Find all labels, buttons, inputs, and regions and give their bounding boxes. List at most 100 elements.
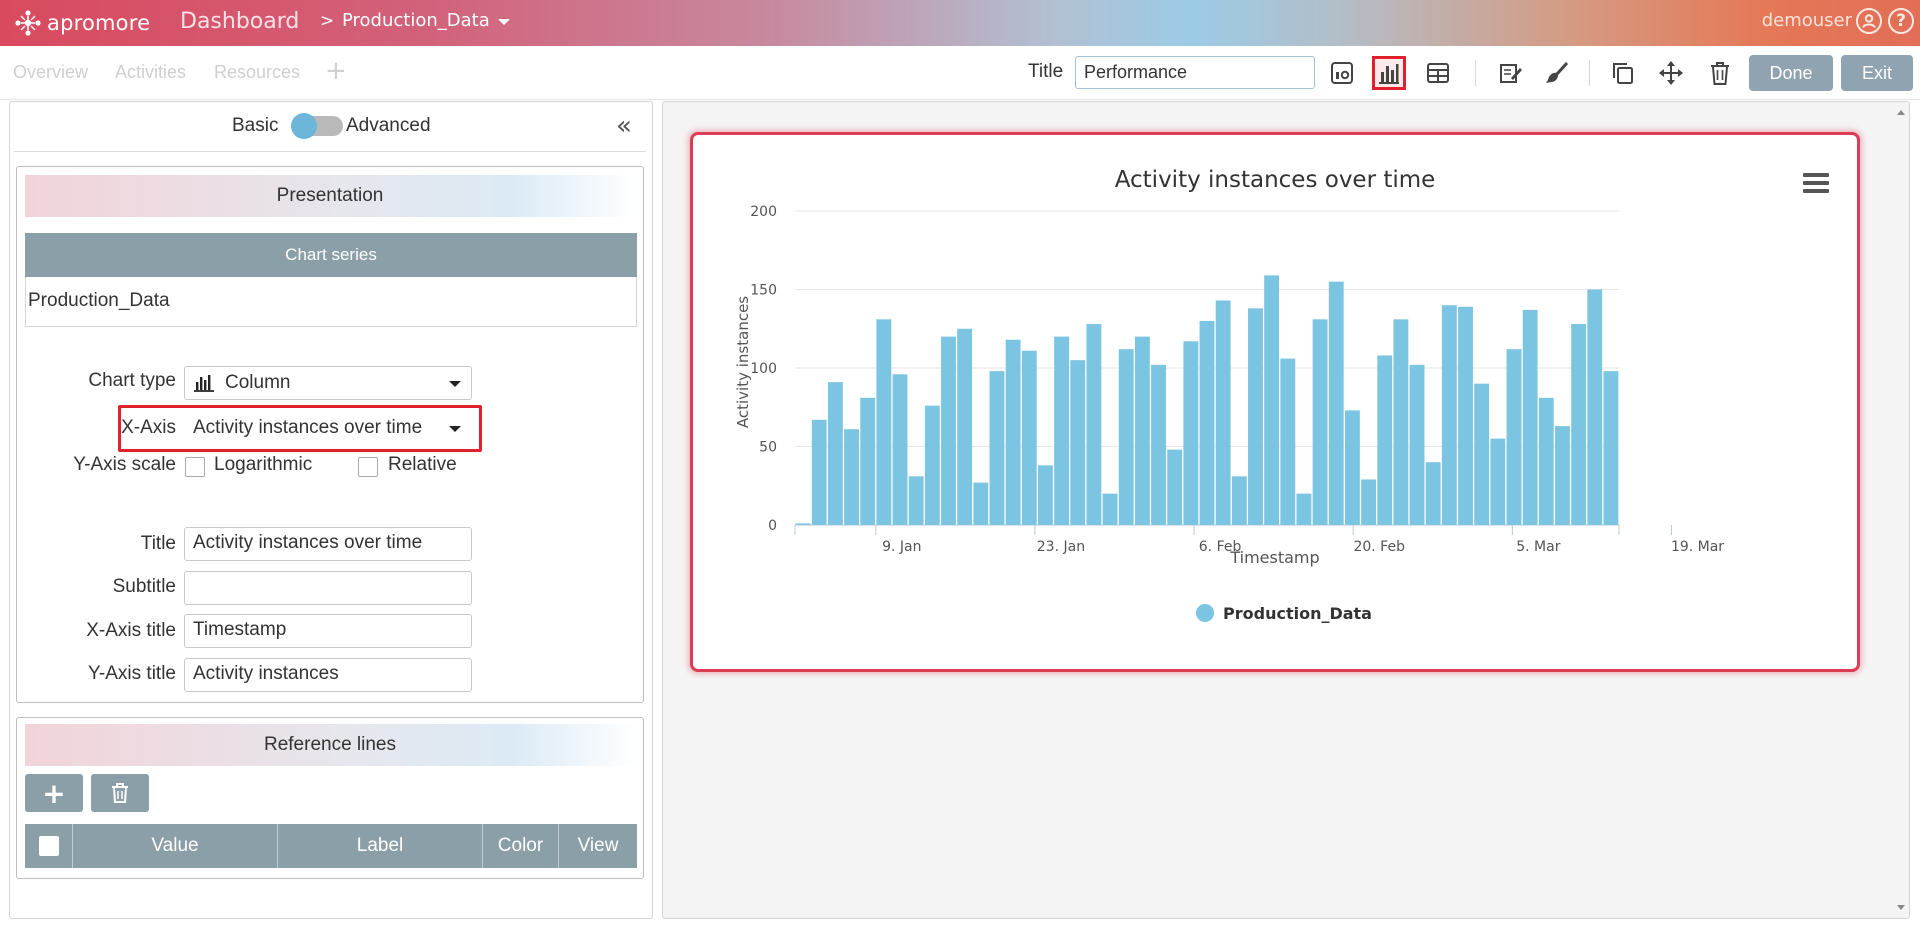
collapse-panel-icon[interactable]: « bbox=[616, 111, 632, 141]
chart-bar[interactable] bbox=[811, 419, 827, 525]
chart-bar[interactable] bbox=[827, 382, 843, 525]
chart-bar[interactable] bbox=[1555, 426, 1570, 525]
chart-bar[interactable] bbox=[1215, 300, 1231, 525]
title-label: Title bbox=[1028, 61, 1064, 82]
table-icon[interactable] bbox=[1421, 56, 1455, 90]
chart-bar[interactable] bbox=[1038, 465, 1053, 525]
scroll-down-arrow[interactable] bbox=[1897, 905, 1905, 910]
dataset-selector[interactable]: Production_Data bbox=[342, 10, 510, 31]
copy-icon[interactable] bbox=[1606, 56, 1640, 90]
chart-bar[interactable] bbox=[1167, 449, 1183, 525]
mode-basic-label[interactable]: Basic bbox=[232, 115, 279, 136]
chart-bar[interactable] bbox=[1312, 319, 1328, 525]
tab-activities[interactable]: Activities bbox=[115, 62, 187, 82]
chart-menu-icon[interactable] bbox=[1803, 173, 1829, 193]
chart-bar[interactable] bbox=[941, 336, 956, 525]
chart-bar[interactable] bbox=[1021, 350, 1037, 525]
scroll-up-arrow[interactable] bbox=[1897, 110, 1905, 115]
chart-bar[interactable] bbox=[1344, 410, 1360, 525]
chart-bar[interactable] bbox=[1603, 371, 1619, 525]
chart-bar[interactable] bbox=[1118, 349, 1134, 525]
select-all-checkbox[interactable] bbox=[38, 836, 59, 856]
chart-bar[interactable] bbox=[989, 371, 1005, 525]
chart-bar[interactable] bbox=[1054, 336, 1070, 525]
delete-reference-line-button[interactable] bbox=[91, 774, 149, 812]
chart-type-select[interactable]: Column bbox=[184, 366, 472, 400]
add-tab-button[interactable]: + bbox=[325, 56, 347, 86]
chart-bar[interactable] bbox=[1458, 306, 1473, 525]
chart-bar[interactable] bbox=[1248, 308, 1263, 525]
chart-bar[interactable] bbox=[1264, 275, 1280, 525]
chart-bar[interactable] bbox=[1474, 383, 1490, 525]
chart-bar[interactable] bbox=[1134, 336, 1150, 525]
chart-bar[interactable] bbox=[973, 482, 989, 525]
exit-button[interactable]: Exit bbox=[1841, 55, 1913, 91]
chart-bar[interactable] bbox=[1296, 493, 1312, 525]
chart-bar[interactable] bbox=[1377, 355, 1393, 525]
chart-bar[interactable] bbox=[1393, 319, 1409, 525]
chart-bar[interactable] bbox=[1441, 305, 1457, 525]
chart-bar[interactable] bbox=[860, 397, 876, 525]
help-circle-icon[interactable]: ? bbox=[1888, 8, 1914, 34]
kpi-icon[interactable] bbox=[1325, 56, 1359, 90]
column-chart-icon[interactable] bbox=[1372, 56, 1406, 90]
presentation-header: Presentation bbox=[25, 175, 635, 217]
chart-bar[interactable] bbox=[1070, 360, 1086, 525]
mode-advanced-label[interactable]: Advanced bbox=[346, 115, 431, 136]
chart-bars bbox=[795, 275, 1619, 526]
chart-bar[interactable] bbox=[1490, 438, 1506, 525]
chart-bar[interactable] bbox=[1587, 289, 1603, 526]
chart-bar[interactable] bbox=[924, 405, 940, 525]
mode-toggle[interactable] bbox=[291, 113, 343, 139]
user-circle-icon[interactable] bbox=[1856, 8, 1882, 34]
chart-bar[interactable] bbox=[1280, 358, 1296, 525]
chart-bar[interactable] bbox=[1005, 339, 1021, 525]
dashboard-canvas: Activity instances over time 0 50 100 150 20… bbox=[662, 101, 1910, 919]
chart-bar[interactable] bbox=[1151, 364, 1166, 525]
logarithmic-label: Logarithmic bbox=[214, 454, 313, 475]
tab-resources[interactable]: Resources bbox=[214, 62, 301, 82]
chart-bar[interactable] bbox=[795, 523, 811, 525]
chart-series-item[interactable]: Production_Data bbox=[25, 277, 637, 327]
chart-bar[interactable] bbox=[1538, 397, 1554, 525]
panel-divider bbox=[14, 151, 646, 152]
add-reference-line-button[interactable]: + bbox=[25, 774, 83, 812]
x-axis-title-input[interactable]: Timestamp bbox=[184, 614, 472, 648]
chart-bar[interactable] bbox=[844, 429, 859, 525]
logarithmic-checkbox[interactable] bbox=[185, 457, 205, 477]
chart-bar[interactable] bbox=[1506, 349, 1522, 525]
user-name[interactable]: demouser bbox=[1761, 10, 1852, 31]
chart-bar[interactable] bbox=[1328, 281, 1344, 525]
y-axis-title-input[interactable]: Activity instances bbox=[184, 658, 472, 692]
chart-bar[interactable] bbox=[876, 319, 892, 525]
chart-bar[interactable] bbox=[1183, 341, 1199, 525]
move-icon[interactable] bbox=[1654, 56, 1688, 90]
chart-type-value: Column bbox=[225, 372, 291, 393]
chart-bar[interactable] bbox=[1231, 476, 1247, 525]
widget-title-input[interactable] bbox=[1075, 56, 1315, 89]
chart-bar[interactable] bbox=[1409, 364, 1425, 525]
tab-overview[interactable]: Overview bbox=[13, 62, 89, 82]
chart-title-input[interactable]: Activity instances over time bbox=[184, 527, 472, 561]
chart-widget[interactable]: Activity instances over time 0 50 100 150 20… bbox=[690, 132, 1860, 672]
chart-bar[interactable] bbox=[1361, 479, 1376, 525]
chart-bar[interactable] bbox=[908, 476, 924, 525]
done-button[interactable]: Done bbox=[1749, 55, 1833, 91]
chart-bar[interactable] bbox=[1086, 324, 1102, 525]
apromore-logo[interactable]: apromore bbox=[14, 7, 150, 39]
breadcrumb-dashboard[interactable]: Dashboard bbox=[180, 9, 300, 34]
relative-checkbox[interactable] bbox=[358, 457, 378, 477]
chart-bar[interactable] bbox=[1425, 462, 1441, 525]
chart-bar[interactable] bbox=[957, 328, 973, 525]
chart-bar[interactable] bbox=[1571, 324, 1587, 525]
x-axis-select[interactable]: Activity instances over time bbox=[184, 411, 472, 445]
chart-bar[interactable] bbox=[1199, 320, 1215, 525]
delete-icon[interactable] bbox=[1703, 56, 1737, 90]
chart-legend[interactable]: Production_Data bbox=[1196, 604, 1372, 623]
chart-bar[interactable] bbox=[1522, 309, 1538, 525]
edit-icon[interactable] bbox=[1493, 56, 1527, 90]
chart-subtitle-input[interactable] bbox=[184, 571, 472, 605]
chart-bar[interactable] bbox=[892, 374, 908, 525]
chart-bar[interactable] bbox=[1102, 493, 1118, 525]
brush-icon[interactable] bbox=[1539, 56, 1573, 90]
